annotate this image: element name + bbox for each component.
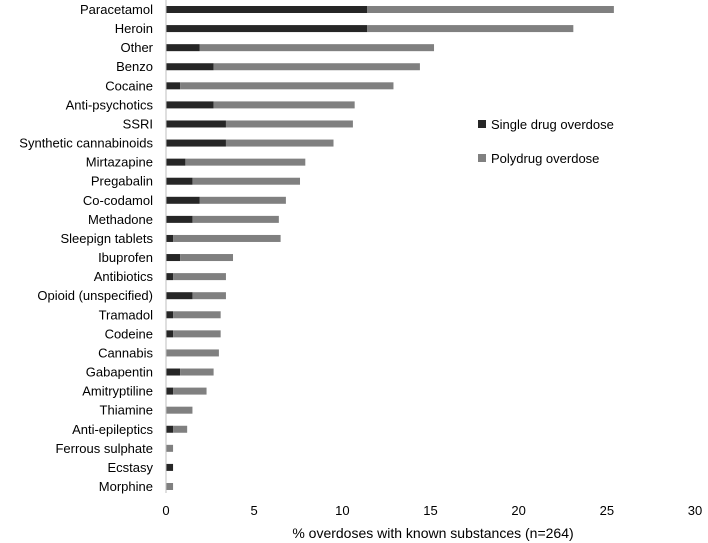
- x-tick-label: 15: [423, 503, 437, 518]
- bar-amitryptiline-polydrug: [173, 387, 207, 395]
- bar-anti-psychotics-polydrug: [213, 101, 355, 109]
- bar-sleepign-tablets-polydrug: [173, 234, 281, 242]
- legend-swatch-single: [478, 120, 486, 128]
- bars-group: [166, 6, 614, 490]
- bar-codeine-polydrug: [173, 330, 221, 338]
- category-label: Methadone: [88, 212, 153, 227]
- bar-pregabalin-polydrug: [192, 177, 301, 185]
- bar-heroin-single: [166, 25, 368, 33]
- category-label: Cannabis: [98, 345, 153, 360]
- bar-sleepign-tablets-single: [166, 234, 174, 242]
- category-labels: Paracetamol Heroin Other Benzo Cocaine Anti-p…: [19, 2, 153, 494]
- legend: Single drug overdose Polydrug overdose: [478, 117, 614, 166]
- bar-ibuprofen-single: [166, 254, 181, 262]
- x-axis-title: % overdoses with known substances (n=264…: [292, 525, 573, 541]
- x-tick-label: 20: [511, 503, 525, 518]
- legend-swatch-polydrug: [478, 154, 486, 162]
- bar-tramadol-polydrug: [173, 311, 221, 319]
- bar-gabapentin-single: [166, 368, 181, 376]
- bar-mirtazapine-single: [166, 158, 186, 166]
- bar-antibiotics-polydrug: [173, 273, 226, 281]
- bar-synthetic-cannabinoids-single: [166, 139, 226, 147]
- category-label: Paracetamol: [80, 2, 153, 17]
- bar-methadone-single: [166, 215, 193, 223]
- category-label: Antibiotics: [94, 269, 154, 284]
- bar-ssri-polydrug: [225, 120, 353, 128]
- bar-methadone-polydrug: [192, 215, 279, 223]
- bar-ssri-single: [166, 120, 226, 128]
- category-label: Mirtazapine: [86, 155, 153, 170]
- category-label: Heroin: [115, 21, 153, 36]
- x-tick-label: 25: [600, 503, 614, 518]
- bar-co-codamol-single: [166, 196, 200, 204]
- category-label: Opioid (unspecified): [37, 288, 153, 303]
- category-label: Tramadol: [99, 307, 154, 322]
- category-label: Benzo: [116, 59, 153, 74]
- category-label: Morphine: [99, 479, 153, 494]
- bar-opioid-unspecified-polydrug: [192, 292, 226, 300]
- bar-gabapentin-polydrug: [180, 368, 214, 376]
- category-label: Ferrous sulphate: [55, 441, 153, 456]
- x-tick-label: 30: [688, 503, 702, 518]
- legend-label-single: Single drug overdose: [491, 117, 614, 132]
- bar-ferrous-sulphate-polydrug: [166, 444, 174, 452]
- bar-amitryptiline-single: [166, 387, 174, 395]
- bar-mirtazapine-polydrug: [185, 158, 306, 166]
- category-label: Cocaine: [105, 78, 153, 93]
- bar-other-polydrug: [199, 44, 435, 52]
- bar-synthetic-cannabinoids-polydrug: [225, 139, 334, 147]
- bar-benzo-single: [166, 63, 214, 71]
- category-label: Amitryptiline: [82, 384, 153, 399]
- bar-codeine-single: [166, 330, 174, 338]
- category-label: Sleepign tablets: [60, 231, 153, 246]
- category-label: Other: [120, 40, 153, 55]
- category-label: SSRI: [123, 116, 153, 131]
- bar-thiamine-polydrug: [166, 406, 193, 414]
- bar-pregabalin-single: [166, 177, 193, 185]
- bar-benzo-polydrug: [213, 63, 420, 71]
- bar-ibuprofen-polydrug: [180, 254, 234, 262]
- bar-paracetamol-single: [166, 6, 368, 13]
- category-label: Synthetic cannabinoids: [19, 136, 153, 151]
- x-tick-label: 10: [335, 503, 349, 518]
- category-label: Ecstasy: [107, 460, 153, 475]
- bar-antibiotics-single: [166, 273, 174, 281]
- x-tick-label: 5: [251, 503, 258, 518]
- bar-other-single: [166, 44, 200, 52]
- category-label: Ibuprofen: [98, 250, 153, 265]
- bar-cocaine-single: [166, 82, 181, 90]
- bar-ecstasy-single: [166, 463, 174, 471]
- bar-paracetamol-polydrug: [367, 6, 614, 13]
- bar-co-codamol-polydrug: [199, 196, 286, 204]
- category-label: Anti-psychotics: [66, 97, 154, 112]
- category-label: Gabapentin: [86, 365, 153, 380]
- category-label: Thiamine: [100, 403, 153, 418]
- bar-tramadol-single: [166, 311, 174, 319]
- category-label: Codeine: [105, 326, 153, 341]
- category-label: Pregabalin: [91, 174, 153, 189]
- category-label: Co-codamol: [83, 193, 153, 208]
- bar-cocaine-polydrug: [180, 82, 394, 90]
- bar-cannabis-polydrug: [166, 349, 219, 357]
- bar-heroin-polydrug: [367, 25, 574, 33]
- x-tick-label: 0: [162, 503, 169, 518]
- bar-opioid-unspecified-single: [166, 292, 193, 300]
- category-label: Anti-epileptics: [72, 422, 153, 437]
- x-tick-labels: 0 5 10 15 20 25 30: [162, 503, 702, 518]
- bar-anti-epileptics-polydrug: [173, 425, 188, 433]
- bar-anti-psychotics-single: [166, 101, 214, 109]
- bar-morphine-polydrug: [166, 483, 174, 490]
- legend-label-polydrug: Polydrug overdose: [491, 151, 599, 166]
- bar-anti-epileptics-single: [166, 425, 174, 433]
